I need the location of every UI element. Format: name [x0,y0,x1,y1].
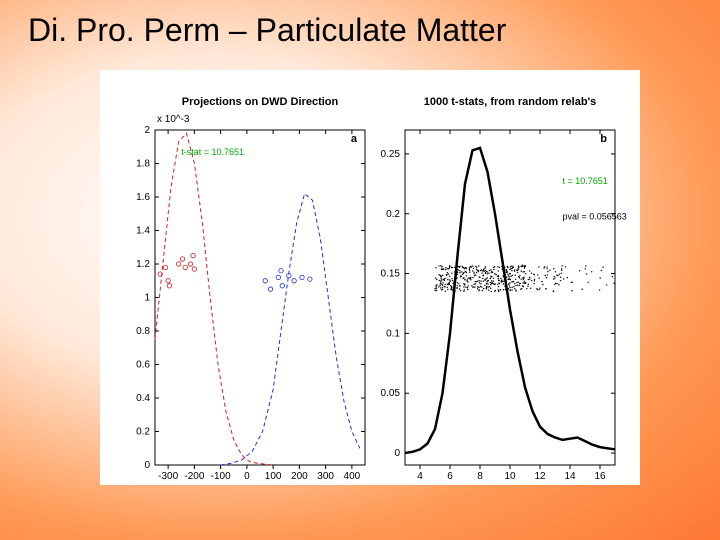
svg-text:0.25: 0.25 [381,149,401,160]
svg-text:14: 14 [564,471,576,482]
page-title: Di. Pro. Perm – Particulate Matter [0,0,720,49]
svg-text:4: 4 [417,471,423,482]
svg-text:1000 t-stats, from random rela: 1000 t-stats, from random relab's [424,96,597,108]
svg-text:pval = 0.056563: pval = 0.056563 [563,212,627,222]
svg-text:-200: -200 [184,471,204,482]
svg-text:1.4: 1.4 [136,226,150,237]
svg-text:400: 400 [344,471,361,482]
svg-text:1.6: 1.6 [136,192,150,203]
chart-panel: -300-200-100010020030040000.20.40.60.811… [100,70,640,485]
svg-text:-300: -300 [158,471,178,482]
svg-text:0.05: 0.05 [381,388,401,399]
svg-text:8: 8 [477,471,483,482]
svg-text:b: b [600,133,607,145]
svg-text:0: 0 [144,460,150,471]
svg-text:6: 6 [447,471,453,482]
svg-text:16: 16 [594,471,606,482]
svg-text:300: 300 [317,471,334,482]
svg-text:-100: -100 [211,471,231,482]
svg-text:a: a [351,133,358,145]
svg-text:100: 100 [265,471,282,482]
svg-text:1: 1 [144,293,150,304]
dual-chart-svg: -300-200-100010020030040000.20.40.60.811… [100,70,640,485]
svg-text:0.6: 0.6 [136,360,150,371]
svg-text:1.2: 1.2 [136,259,150,270]
svg-text:0.4: 0.4 [136,393,150,404]
svg-text:10: 10 [504,471,516,482]
svg-text:0.15: 0.15 [381,269,401,280]
svg-text:0.8: 0.8 [136,326,150,337]
svg-text:0: 0 [244,471,250,482]
svg-text:0.2: 0.2 [136,427,150,438]
svg-text:Projections on DWD Direction: Projections on DWD Direction [182,96,339,108]
svg-text:1.8: 1.8 [136,159,150,170]
svg-text:x 10^-3: x 10^-3 [157,114,190,125]
svg-text:t = 10.7651: t = 10.7651 [563,176,608,186]
svg-text:12: 12 [534,471,546,482]
svg-text:0.2: 0.2 [386,209,400,220]
svg-text:200: 200 [291,471,308,482]
svg-text:0: 0 [394,448,400,459]
svg-text:2: 2 [144,125,150,136]
svg-text:0.1: 0.1 [386,328,400,339]
